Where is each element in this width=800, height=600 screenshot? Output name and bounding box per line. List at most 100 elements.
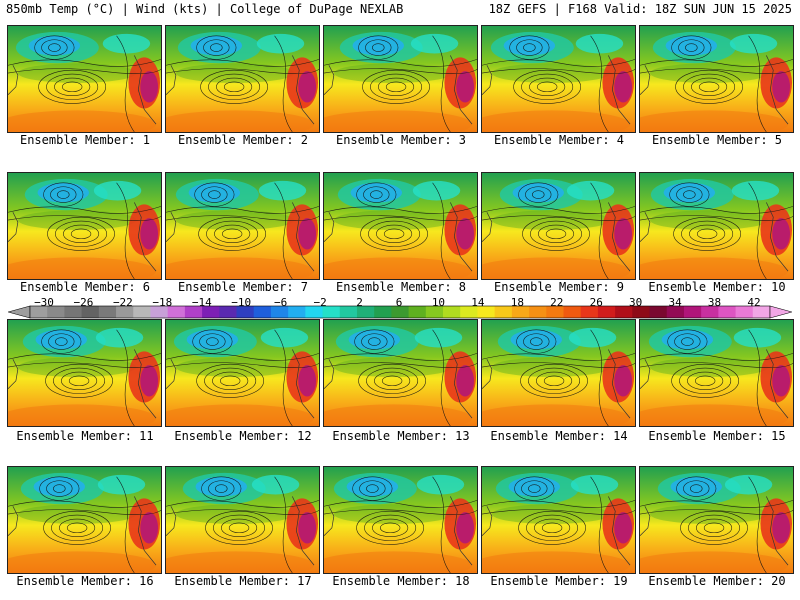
ensemble-map-panel [639,25,794,133]
colorbar-swatch [580,306,599,318]
colorbar-tick-label: −10 [231,296,252,309]
ensemble-member-label: Ensemble Member: 9 [493,280,625,294]
ensemble-map-panel [481,172,636,280]
ensemble-map-panel [7,319,162,427]
colorbar-swatch [116,306,134,318]
ensemble-member-label: Ensemble Member: 6 [19,280,151,294]
colorbar-swatch [98,306,117,318]
colorbar-tick-label: 38 [707,296,722,309]
colorbar-tick-label: −22 [112,296,133,309]
ensemble-member-label: Ensemble Member: 14 [490,429,628,443]
ensemble-member-label: Ensemble Member: 17 [174,574,312,588]
colorbar-swatch [322,306,341,318]
colorbar-tick-label: −14 [191,296,212,309]
ensemble-member-label: Ensemble Member: 8 [335,280,467,294]
colorbar-swatch [597,306,616,318]
colorbar-tick-label: 18 [510,296,524,309]
colorbar-swatch [47,306,65,318]
run-info: 18Z GEFS | F168 Valid: 18Z SUN JUN 15 20… [488,2,792,16]
colorbar-swatch [374,306,392,318]
colorbar-tick-label: 30 [629,296,643,309]
ensemble-map-panel [323,25,478,133]
colorbar-swatch [735,306,754,318]
ensemble-map-panel [639,319,794,427]
colorbar-tick-label: −30 [34,296,54,309]
colorbar-tick-label: 42 [747,296,761,309]
ensemble-member-label: Ensemble Member: 13 [332,429,470,443]
colorbar-swatch [202,306,220,318]
ensemble-map-panel [481,466,636,574]
colorbar-swatch [649,306,668,318]
colorbar-swatch [615,306,633,318]
colorbar-swatch [339,306,358,318]
ensemble-member-label: Ensemble Member: 5 [651,133,783,147]
colorbar-swatch [81,306,100,318]
colorbar-max-arrow [769,305,792,319]
colorbar-tick-label: 10 [431,296,446,309]
ensemble-member-label: Ensemble Member: 4 [493,133,625,147]
ensemble-member-label: Ensemble Member: 2 [177,133,309,147]
colorbar-swatch [494,306,513,318]
colorbar-tick-label: −26 [73,296,94,309]
ensemble-map-panel [7,466,162,574]
colorbar-tick-label: −6 [274,296,288,309]
colorbar-swatch [184,306,203,318]
colorbar-swatch [288,306,306,318]
temperature-colorbar [8,305,792,319]
colorbar-swatch [219,306,238,318]
colorbar-swatch [529,306,547,318]
colorbar-swatch [133,306,151,318]
colorbar-swatch [64,306,83,318]
colorbar-swatch [666,306,685,318]
ensemble-member-label: Ensemble Member: 1 [19,133,151,147]
colorbar-tick-label: −2 [313,296,327,309]
ensemble-map-panel [639,172,794,280]
colorbar-swatch [443,306,461,318]
ensemble-map-panel [639,466,794,574]
colorbar-tick-label: 26 [589,296,603,309]
colorbar-swatch [356,306,375,318]
ensemble-member-label: Ensemble Member: 18 [332,574,470,588]
ensemble-map-panel [323,466,478,574]
ensemble-map-panel [165,466,320,574]
ensemble-map-panel [323,319,478,427]
ensemble-member-label: Ensemble Member: 16 [16,574,154,588]
colorbar-swatch [477,306,496,318]
colorbar-tick-label: 14 [471,296,485,309]
colorbar-swatch [391,306,410,318]
colorbar-swatch [305,306,324,318]
ensemble-map-panel [165,319,320,427]
ensemble-map-panel [481,319,636,427]
ensemble-map-panel [7,172,162,280]
colorbar-swatch [546,306,564,318]
ensemble-map-panel [165,25,320,133]
colorbar-tick-label: 34 [668,296,682,309]
ensemble-member-label: Ensemble Member: 10 [648,280,786,294]
colorbar-swatch [150,306,169,318]
ensemble-member-label: Ensemble Member: 11 [16,429,154,443]
ensemble-map-panel [323,172,478,280]
ensemble-member-label: Ensemble Member: 20 [648,574,786,588]
colorbar-tick-label: 2 [356,296,363,309]
ensemble-map-panel [7,25,162,133]
ensemble-map-panel [481,25,636,133]
ensemble-member-label: Ensemble Member: 12 [174,429,312,443]
colorbar-tick-label: 22 [550,296,564,309]
colorbar-swatch [701,306,719,318]
colorbar-swatch [460,306,478,318]
colorbar-swatch [683,306,702,318]
colorbar-swatch [408,306,427,318]
colorbar-swatch [752,306,771,318]
colorbar-swatch [563,306,582,318]
colorbar-swatch [167,306,186,318]
colorbar-swatch [511,306,530,318]
colorbar-swatch [718,306,737,318]
page-title: 850mb Temp (°C) | Wind (kts) | College o… [6,2,404,16]
colorbar-swatch [270,306,289,318]
colorbar-swatch [236,306,255,318]
ensemble-member-label: Ensemble Member: 15 [648,429,786,443]
ensemble-member-label: Ensemble Member: 7 [177,280,309,294]
ensemble-member-label: Ensemble Member: 19 [490,574,628,588]
colorbar-tick-label: −18 [152,296,173,309]
colorbar-swatch [30,306,48,318]
